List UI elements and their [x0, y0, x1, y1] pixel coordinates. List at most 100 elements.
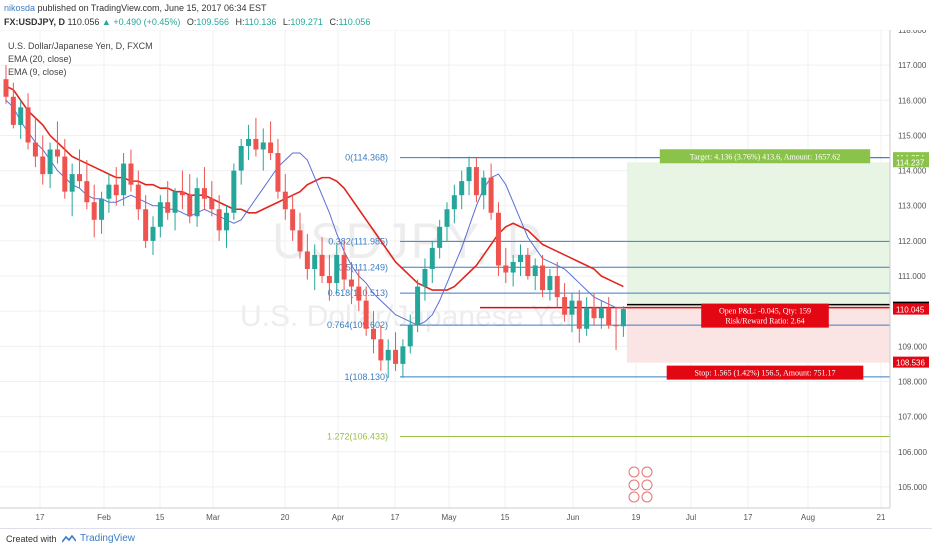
fib-level-label: 0.764(109.602) [327, 320, 388, 330]
candle-body [172, 191, 178, 213]
close-label: C: [329, 17, 339, 27]
stop-label: Stop: 1.565 (1.42%) 156.5, Amount: 751.1… [666, 365, 864, 380]
price-tag-label: 108.536 [896, 359, 925, 368]
candle-body [128, 163, 134, 185]
candle-body [157, 202, 163, 227]
candle-body [209, 198, 215, 210]
candle-body [25, 107, 31, 143]
candle-body [407, 325, 413, 347]
candle-body [282, 191, 288, 210]
open-pnl-label-text: Open P&L: -0.045, Qty: 159 [719, 307, 811, 316]
price-tag-label: 110.045 [896, 306, 925, 315]
candle-body [620, 309, 626, 327]
candle-body [503, 265, 509, 273]
x-tick-label: 17 [36, 513, 45, 522]
high-label: H: [235, 17, 245, 27]
candle-body [378, 339, 384, 361]
price-tag-label: 114.237 [896, 158, 925, 167]
high-value: 110.136 [244, 17, 277, 27]
candle-body [77, 174, 82, 182]
price-chart[interactable]: 0(114.368)0.382(111.985)0.5(111.249)0.61… [0, 30, 932, 528]
candle-body [459, 181, 465, 196]
candle-body [429, 247, 435, 269]
candle-body [47, 149, 53, 175]
candle-body [304, 251, 310, 269]
candle-body [150, 226, 156, 241]
candle-body [356, 286, 362, 301]
x-tick-label: 15 [156, 513, 165, 522]
price-tag-bg [893, 356, 929, 368]
candle-body [187, 195, 193, 217]
target-label-text: Target: 4.136 (3.76%) 413.6, Amount: 165… [690, 152, 840, 161]
candle-body [598, 307, 604, 319]
candle-body [106, 184, 112, 199]
y-tick-label: 111.000 [898, 272, 926, 281]
event-dot [641, 491, 653, 503]
candle-body [562, 297, 568, 315]
x-tick-label: Apr [332, 513, 345, 522]
candle-body [415, 286, 421, 326]
candle-body [393, 349, 399, 364]
price-tag-bg [893, 156, 929, 168]
price-change: ▲ +0.490 (+0.45%) [101, 17, 181, 27]
last-price: 110.056 [67, 17, 100, 27]
created-with-text: Created with [6, 534, 57, 544]
y-tick-label: 117.000 [898, 61, 927, 70]
candle-body [231, 170, 237, 213]
tradingview-brand[interactable]: TradingView [80, 533, 136, 544]
y-tick-label: 109.000 [898, 342, 927, 351]
price-tag-bg [893, 303, 929, 315]
candle-body [297, 230, 303, 252]
event-dot [628, 479, 640, 491]
economic-events-icon [628, 466, 653, 503]
x-tick-label: 21 [877, 513, 886, 522]
candle-body [437, 226, 443, 248]
candle-body [165, 202, 171, 213]
fib-level-label: 1.272(106.433) [327, 432, 388, 442]
legend-ema9[interactable]: EMA (9, close) [8, 67, 67, 77]
author-link[interactable]: nikosda [4, 3, 36, 13]
chart-header: nikosda published on TradingView.com, Ju… [0, 0, 932, 30]
fib-level-label: 1(108.130) [344, 372, 388, 382]
candle-body [32, 142, 38, 157]
candle-body [584, 307, 590, 329]
y-tick-label: 105.000 [898, 483, 927, 492]
candle-body [99, 198, 105, 220]
candle-body [113, 184, 119, 196]
stop-label-bg [666, 365, 864, 380]
footer: Created with TradingView [0, 528, 932, 551]
candle-body [576, 300, 582, 329]
x-tick-label: Aug [801, 513, 815, 522]
candle-body [554, 276, 560, 298]
candle-body [319, 254, 325, 277]
candle-body [246, 138, 252, 146]
candle-body [547, 276, 553, 291]
ema9-line [5, 99, 624, 326]
candle-body [510, 261, 516, 273]
y-tick-label: 106.000 [898, 448, 927, 457]
close-value: 110.056 [338, 17, 371, 27]
event-dot [628, 491, 640, 503]
candle-body [400, 346, 406, 364]
candle-body [385, 349, 391, 361]
x-tick-label: 20 [281, 513, 290, 522]
candle-body [532, 265, 538, 277]
y-tick-label: 113.000 [898, 202, 927, 211]
y-tick-label: 118.000 [898, 30, 927, 35]
candle-body [326, 276, 332, 284]
event-dot [641, 466, 653, 478]
target-zone [627, 162, 890, 308]
stop-label-text: Stop: 1.565 (1.42%) 156.5, Amount: 751.1… [695, 369, 836, 378]
chart-legend: U.S. Dollar/Japanese Yen, D, FXCM EMA (2… [8, 40, 153, 79]
legend-ema20[interactable]: EMA (20, close) [8, 54, 72, 64]
target-label: Target: 4.136 (3.76%) 413.6, Amount: 165… [659, 149, 871, 164]
candle-body [518, 254, 523, 262]
candle-body [268, 142, 274, 154]
publish-info: nikosda published on TradingView.com, Ju… [4, 3, 267, 13]
candle-body [473, 167, 479, 196]
candle-body [363, 300, 369, 329]
candle-body [54, 149, 60, 157]
candle-body [444, 209, 450, 227]
candle-body [216, 209, 222, 231]
candle-body [84, 181, 90, 203]
